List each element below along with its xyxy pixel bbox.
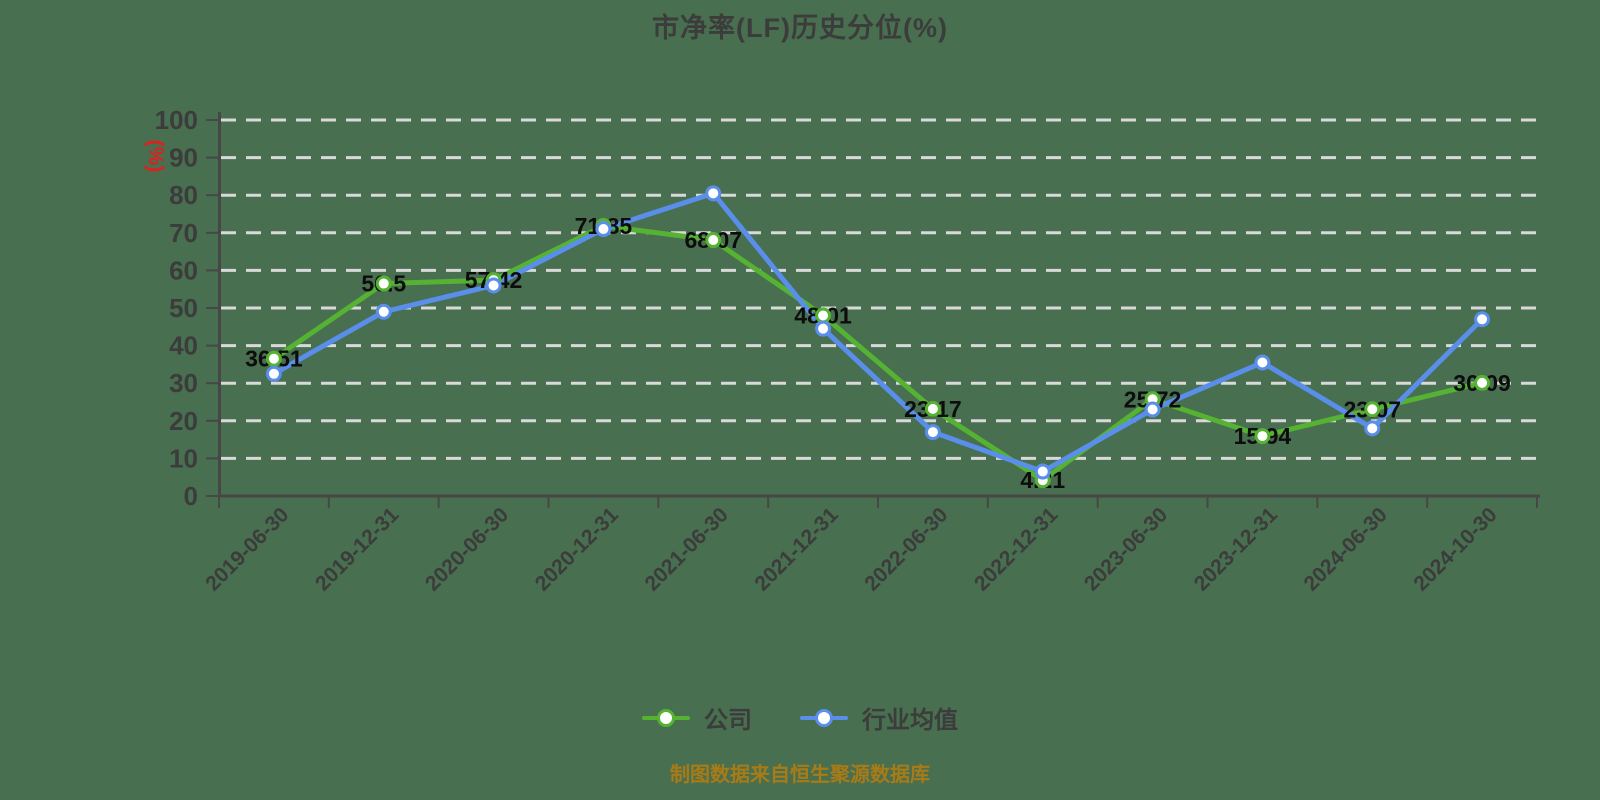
legend-label-company: 公司 <box>704 707 752 734</box>
data-point-1-2020-06-30[interactable] <box>485 277 502 294</box>
y-tick-label-60: 60 <box>169 255 198 285</box>
data-point-0-2024-06-30[interactable] <box>1364 401 1381 418</box>
data-point-0-2019-06-30[interactable] <box>265 350 282 367</box>
x-axis-label-2023-06-30: 2023-06-30 <box>1080 503 1172 595</box>
y-tick-label-80: 80 <box>169 180 198 210</box>
legend-item-industry-average[interactable]: 行业均值 <box>800 700 958 735</box>
y-tick-label-20: 20 <box>169 406 198 436</box>
y-tick-label-50: 50 <box>169 293 198 323</box>
data-source-note: 制图数据来自恒生聚源数据库 <box>670 764 930 786</box>
series-line-1 <box>271 190 1485 475</box>
data-point-1-2021-12-31[interactable] <box>815 320 832 337</box>
data-point-1-2022-06-30[interactable] <box>924 424 941 441</box>
data-point-1-2021-06-30[interactable] <box>705 185 722 202</box>
data-point-1-2019-12-31[interactable] <box>375 303 392 320</box>
legend-label-industry-average: 行业均值 <box>862 707 958 734</box>
x-axis-label-2021-06-30: 2021-06-30 <box>641 503 733 595</box>
x-axis-label-2019-06-30: 2019-06-30 <box>201 503 293 595</box>
data-point-0-2023-12-31[interactable] <box>1254 428 1271 445</box>
x-axis-label-2021-12-31: 2021-12-31 <box>750 503 842 595</box>
data-point-0-2024-10-30[interactable] <box>1474 374 1491 391</box>
data-point-1-2023-06-30[interactable] <box>1144 401 1161 418</box>
data-point-1-2024-10-30[interactable] <box>1474 311 1491 328</box>
legend-item-company[interactable]: 公司 <box>642 700 752 735</box>
data-point-1-2023-12-31[interactable] <box>1254 354 1271 371</box>
x-axis-label-2022-06-30: 2022-06-30 <box>860 503 952 595</box>
x-axis-label-2024-10-30: 2024-10-30 <box>1409 503 1501 595</box>
x-axis-label-2024-06-30: 2024-06-30 <box>1300 503 1392 595</box>
y-tick-label-30: 30 <box>169 368 198 398</box>
chart-title: 市净率(LF)历史分位(%) <box>652 13 948 43</box>
data-point-0-2021-06-30[interactable] <box>705 232 722 249</box>
series-line-0 <box>271 223 1485 483</box>
data-point-0-2019-12-31[interactable] <box>375 275 392 292</box>
industry-series-marker-icon <box>800 708 848 727</box>
data-point-1-2020-12-31[interactable] <box>595 221 612 238</box>
data-point-1-2022-12-31[interactable] <box>1034 463 1051 480</box>
x-axis-label-2022-12-31: 2022-12-31 <box>970 503 1062 595</box>
y-axis-unit-label: (%) <box>144 140 167 173</box>
x-axis-label-2019-12-31: 2019-12-31 <box>311 503 403 595</box>
y-tick-label-40: 40 <box>169 331 198 361</box>
x-axis-label-2020-12-31: 2020-12-31 <box>531 503 623 595</box>
y-tick-label-100: 100 <box>155 105 198 135</box>
data-point-0-2021-12-31[interactable] <box>815 307 832 324</box>
chart-legend: 公司 行业均值 <box>0 700 1600 735</box>
y-tick-label-70: 70 <box>169 218 198 248</box>
company-series-marker-icon <box>642 708 690 727</box>
x-axis-label-2020-06-30: 2020-06-30 <box>421 503 513 595</box>
data-point-1-2019-06-30[interactable] <box>265 365 282 382</box>
y-tick-label-90: 90 <box>169 143 198 173</box>
data-point-0-2022-06-30[interactable] <box>924 400 941 417</box>
y-tick-label-10: 10 <box>169 443 198 473</box>
data-point-1-2024-06-30[interactable] <box>1364 420 1381 437</box>
y-tick-label-0: 0 <box>184 481 198 511</box>
x-axis-label-2023-12-31: 2023-12-31 <box>1190 503 1282 595</box>
